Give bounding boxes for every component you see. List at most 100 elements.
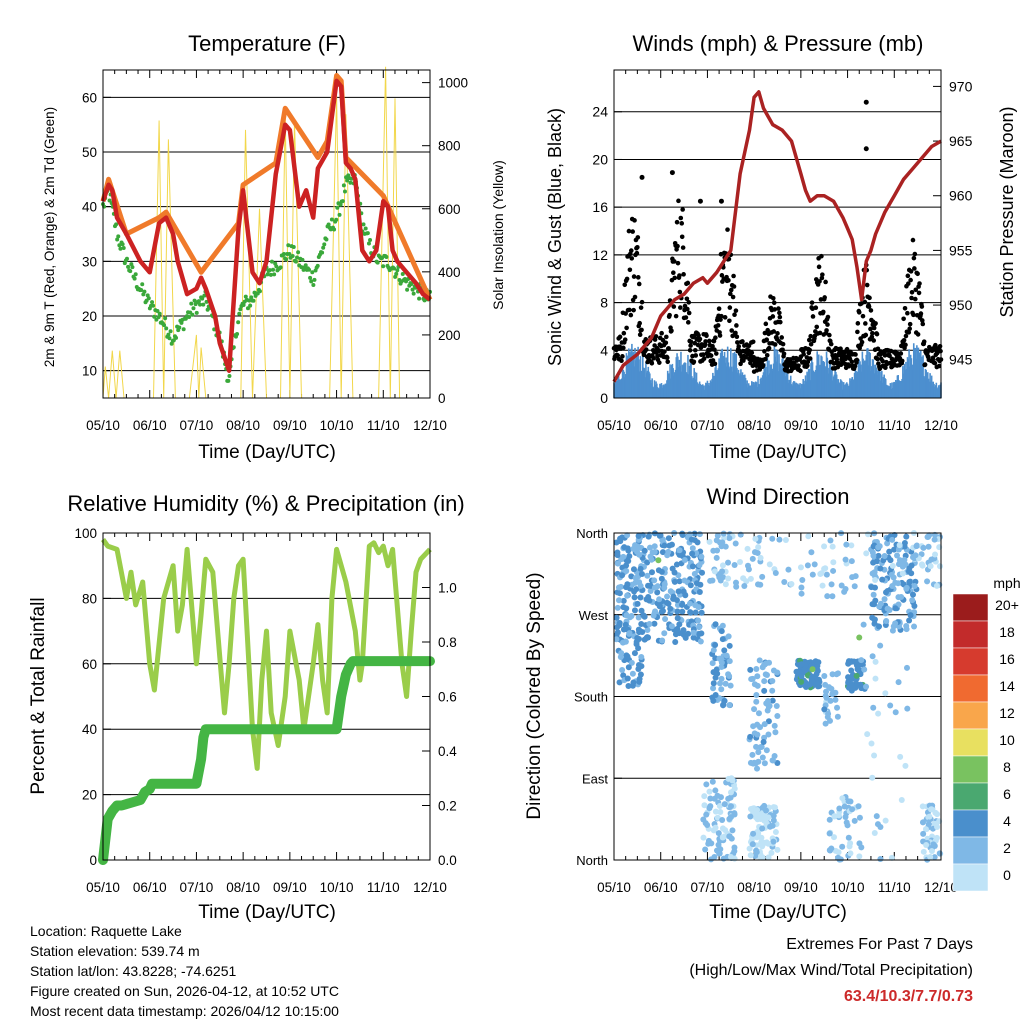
wind-direction-ylabel: Direction (Colored By Speed) — [524, 572, 545, 819]
x-tick-label: 06/10 — [133, 418, 167, 433]
gust-point — [760, 363, 766, 368]
direction-point — [754, 806, 761, 813]
direction-point — [750, 830, 757, 837]
gust-point — [875, 356, 880, 362]
direction-point — [638, 607, 645, 614]
gust-point — [763, 321, 769, 327]
dewpoint-point — [296, 250, 301, 255]
direction-point — [718, 675, 725, 682]
x-tick-label: 11/10 — [878, 418, 911, 433]
direction-point — [747, 575, 754, 582]
gust-point — [771, 329, 777, 334]
direction-point — [720, 701, 727, 708]
direction-point — [682, 634, 689, 641]
direction-point — [847, 840, 854, 847]
gust-point — [819, 253, 824, 259]
dewpoint-point — [114, 222, 119, 227]
winds-xlabel: Time (Day/UTC) — [709, 442, 847, 463]
direction-point — [746, 845, 753, 852]
y-tick-label: 40 — [82, 722, 97, 737]
y-tick-label: 0 — [89, 853, 97, 868]
direction-point — [637, 594, 644, 601]
direction-point — [655, 557, 662, 564]
gust-point — [853, 352, 858, 357]
gust-point — [908, 277, 913, 283]
direction-point — [826, 816, 833, 823]
gust-point — [852, 363, 858, 369]
direction-point — [851, 817, 858, 824]
gust-point — [712, 361, 718, 367]
direction-point — [830, 834, 837, 841]
gust-point — [728, 291, 733, 297]
direction-point — [638, 621, 645, 628]
gust-point — [621, 330, 627, 336]
direction-point — [798, 673, 805, 680]
direction-cluster — [844, 657, 868, 694]
precipitation-line — [98, 656, 435, 865]
direction-point — [872, 658, 879, 665]
direction-point — [692, 602, 699, 609]
direction-point — [638, 571, 645, 578]
gust-point — [675, 243, 680, 249]
legend-swatch — [952, 836, 989, 865]
x-tick-label: 12/10 — [924, 418, 958, 433]
y2-tick-label: 400 — [438, 265, 461, 280]
gust-point — [675, 260, 681, 266]
x-tick-label: 06/10 — [133, 880, 167, 895]
winds-series — [611, 90, 944, 398]
dewpoint-point — [286, 243, 291, 248]
gust-point — [919, 304, 925, 309]
direction-point — [614, 552, 621, 559]
direction-point — [770, 838, 777, 845]
direction-point — [645, 634, 652, 641]
gust-point — [718, 198, 724, 204]
dewpoint-point — [164, 326, 169, 331]
x-tick-label: 12/10 — [413, 418, 447, 433]
direction-point — [636, 678, 643, 685]
direction-point — [727, 803, 734, 810]
direction-point — [665, 548, 672, 555]
direction-point — [769, 535, 776, 542]
gust-point — [704, 333, 709, 339]
direction-point — [638, 663, 645, 670]
direction-point — [826, 717, 833, 724]
direction-point — [809, 571, 816, 578]
dewpoint-point — [204, 299, 209, 304]
direction-point — [931, 843, 938, 850]
direction-point — [714, 532, 721, 539]
gust-point — [776, 306, 781, 311]
direction-point — [657, 532, 664, 539]
direction-point — [755, 544, 762, 551]
x-tick-label: 07/10 — [180, 418, 214, 433]
legend-label: 16 — [999, 651, 1015, 667]
legend-label: 12 — [999, 705, 1015, 721]
gust-point — [719, 273, 725, 278]
direction-point — [701, 802, 708, 809]
direction-point — [856, 853, 863, 860]
x-tick-label: 08/10 — [226, 418, 260, 433]
gust-point — [714, 351, 719, 356]
gust-point — [630, 229, 635, 234]
direction-point — [696, 562, 703, 569]
direction-point — [687, 609, 694, 616]
direction-point — [932, 809, 939, 816]
direction-point — [796, 662, 803, 669]
gust-point — [844, 346, 850, 352]
direction-point — [754, 682, 761, 689]
direction-point — [755, 581, 762, 588]
direction-point — [732, 540, 739, 547]
dewpoint-point — [115, 237, 120, 242]
gust-point — [722, 315, 728, 320]
direction-point — [875, 552, 882, 559]
direction-point — [920, 848, 927, 855]
direction-point — [747, 813, 754, 820]
direction-point — [854, 665, 861, 672]
dewpoint-point — [124, 256, 129, 261]
direction-point — [624, 592, 631, 599]
direction-point — [682, 592, 689, 599]
direction-point — [882, 690, 889, 697]
dewpoint-point — [272, 272, 277, 277]
direction-point — [883, 589, 890, 596]
wind-direction-xlabel: Time (Day/UTC) — [709, 902, 847, 923]
direction-point — [740, 575, 747, 582]
